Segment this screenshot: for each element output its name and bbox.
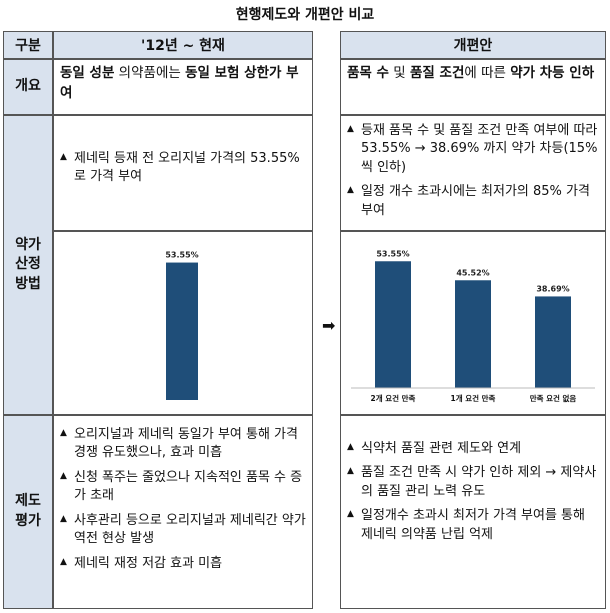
bullet-item: 일정개수 초과시 최저가 가격 부여를 통해 제네릭 의약품 난립 억제 — [347, 507, 599, 544]
overview-reform-part: 품질 조건 — [409, 65, 465, 81]
row-label-pricing: 약가 산정 방법 — [3, 115, 53, 415]
evaluation-current: 오리지널과 제네릭 동일가 부여 통해 가격 경쟁 유도했으나, 효과 미흡 신… — [53, 415, 313, 609]
header-label-col: 구분 — [3, 31, 53, 59]
arrow-right-icon: ➡ — [322, 316, 336, 335]
chart-category-label: 1개 요건 만족 — [451, 393, 496, 403]
row-label-line: 방법 — [15, 275, 41, 292]
chart-category-label: 만족 요건 없음 — [530, 393, 577, 403]
chart-bar — [166, 262, 198, 400]
row-label-line: 제도 — [15, 493, 41, 510]
bullet-item: 일정 개수 초과시에는 최저가의 85% 가격 부여 — [347, 183, 599, 220]
row-label-evaluation: 제도 평가 — [3, 415, 53, 609]
chart-bar — [535, 296, 571, 388]
overview-reform-part: 약가 차등 인하 — [510, 65, 595, 81]
overview-reform-part: 에 따른 — [464, 65, 511, 81]
chart-bar — [455, 280, 491, 388]
bullet-item: 신청 폭주는 줄었으나 지속적인 품목 수 증가 초래 — [60, 469, 306, 506]
chart-data-label: 53.55% — [376, 249, 409, 258]
chart-current: 53.55% — [165, 251, 199, 400]
chart-data-label: 45.52% — [456, 268, 489, 277]
overview-current-part: 동일 보험 상한가 부여 — [60, 65, 299, 101]
overview-reform: 품목 수 및 품질 조건에 따른 약가 차등 인하 — [340, 59, 606, 115]
overview-current-part: 의약품에는 — [114, 65, 186, 81]
chart-reform: 53.55% 2개 요건 만족 45.52% 1개 요건 만족 38.69% 만족 요건 … — [351, 249, 595, 403]
row-label-line: 산정 — [15, 256, 41, 273]
bullet-item: 제네릭 재정 저감 효과 미흡 — [60, 555, 306, 573]
chart-data-label: 38.69% — [536, 284, 569, 293]
chart-data-label: 53.55% — [165, 251, 198, 260]
pricing-reform-chart: 53.55% 2개 요건 만족 45.52% 1개 요건 만족 38.69% 만족 요건 … — [340, 231, 606, 415]
page-title: 현행제도와 개편안 비교 — [235, 7, 375, 23]
bullet-item: 오리지널과 제네릭 동일가 부여 통해 가격 경쟁 유도했으나, 효과 미흡 — [60, 426, 306, 463]
pricing-current-chart: 53.55% — [53, 231, 313, 415]
header-reform: 개편안 — [340, 31, 606, 59]
bullet-item: 사후관리 등으로 오리지널과 제네릭간 약가 역전 현상 발생 — [60, 512, 306, 549]
header-current: '12년 ~ 현재 — [53, 31, 313, 59]
row-label-line: 평가 — [15, 513, 41, 529]
bullet-item: 등재 품목 수 및 품질 조건 만족 여부에 따라 53.55% → 38.69… — [347, 122, 599, 177]
pricing-current-text: 제네릭 등재 전 오리지널 가격의 53.55%로 가격 부여 — [53, 115, 313, 231]
bullet-item: 품질 조건 만족 시 약가 인하 제외 → 제약사의 품질 관리 노력 유도 — [347, 464, 599, 501]
overview-reform-part: 및 — [388, 65, 410, 81]
bullet-item: 제네릭 등재 전 오리지널 가격의 53.55%로 가격 부여 — [60, 150, 306, 187]
chart-category-label: 2개 요건 만족 — [371, 393, 416, 403]
row-label-line: 약가 — [15, 236, 41, 253]
pricing-reform-text: 등재 품목 수 및 품질 조건 만족 여부에 따라 53.55% → 38.69… — [340, 115, 606, 231]
overview-current-part: 동일 성분 — [60, 65, 115, 81]
row-label-overview: 개요 — [3, 59, 53, 115]
overview-reform-part: 품목 수 — [347, 65, 389, 81]
chart-bar — [375, 261, 411, 388]
bullet-item: 식약처 품질 관련 제도와 연계 — [347, 440, 599, 458]
overview-current: 동일 성분 의약품에는 동일 보험 상한가 부여 — [53, 59, 313, 115]
evaluation-reform: 식약처 품질 관련 제도와 연계 품질 조건 만족 시 약가 인하 제외 → 제… — [340, 415, 606, 609]
